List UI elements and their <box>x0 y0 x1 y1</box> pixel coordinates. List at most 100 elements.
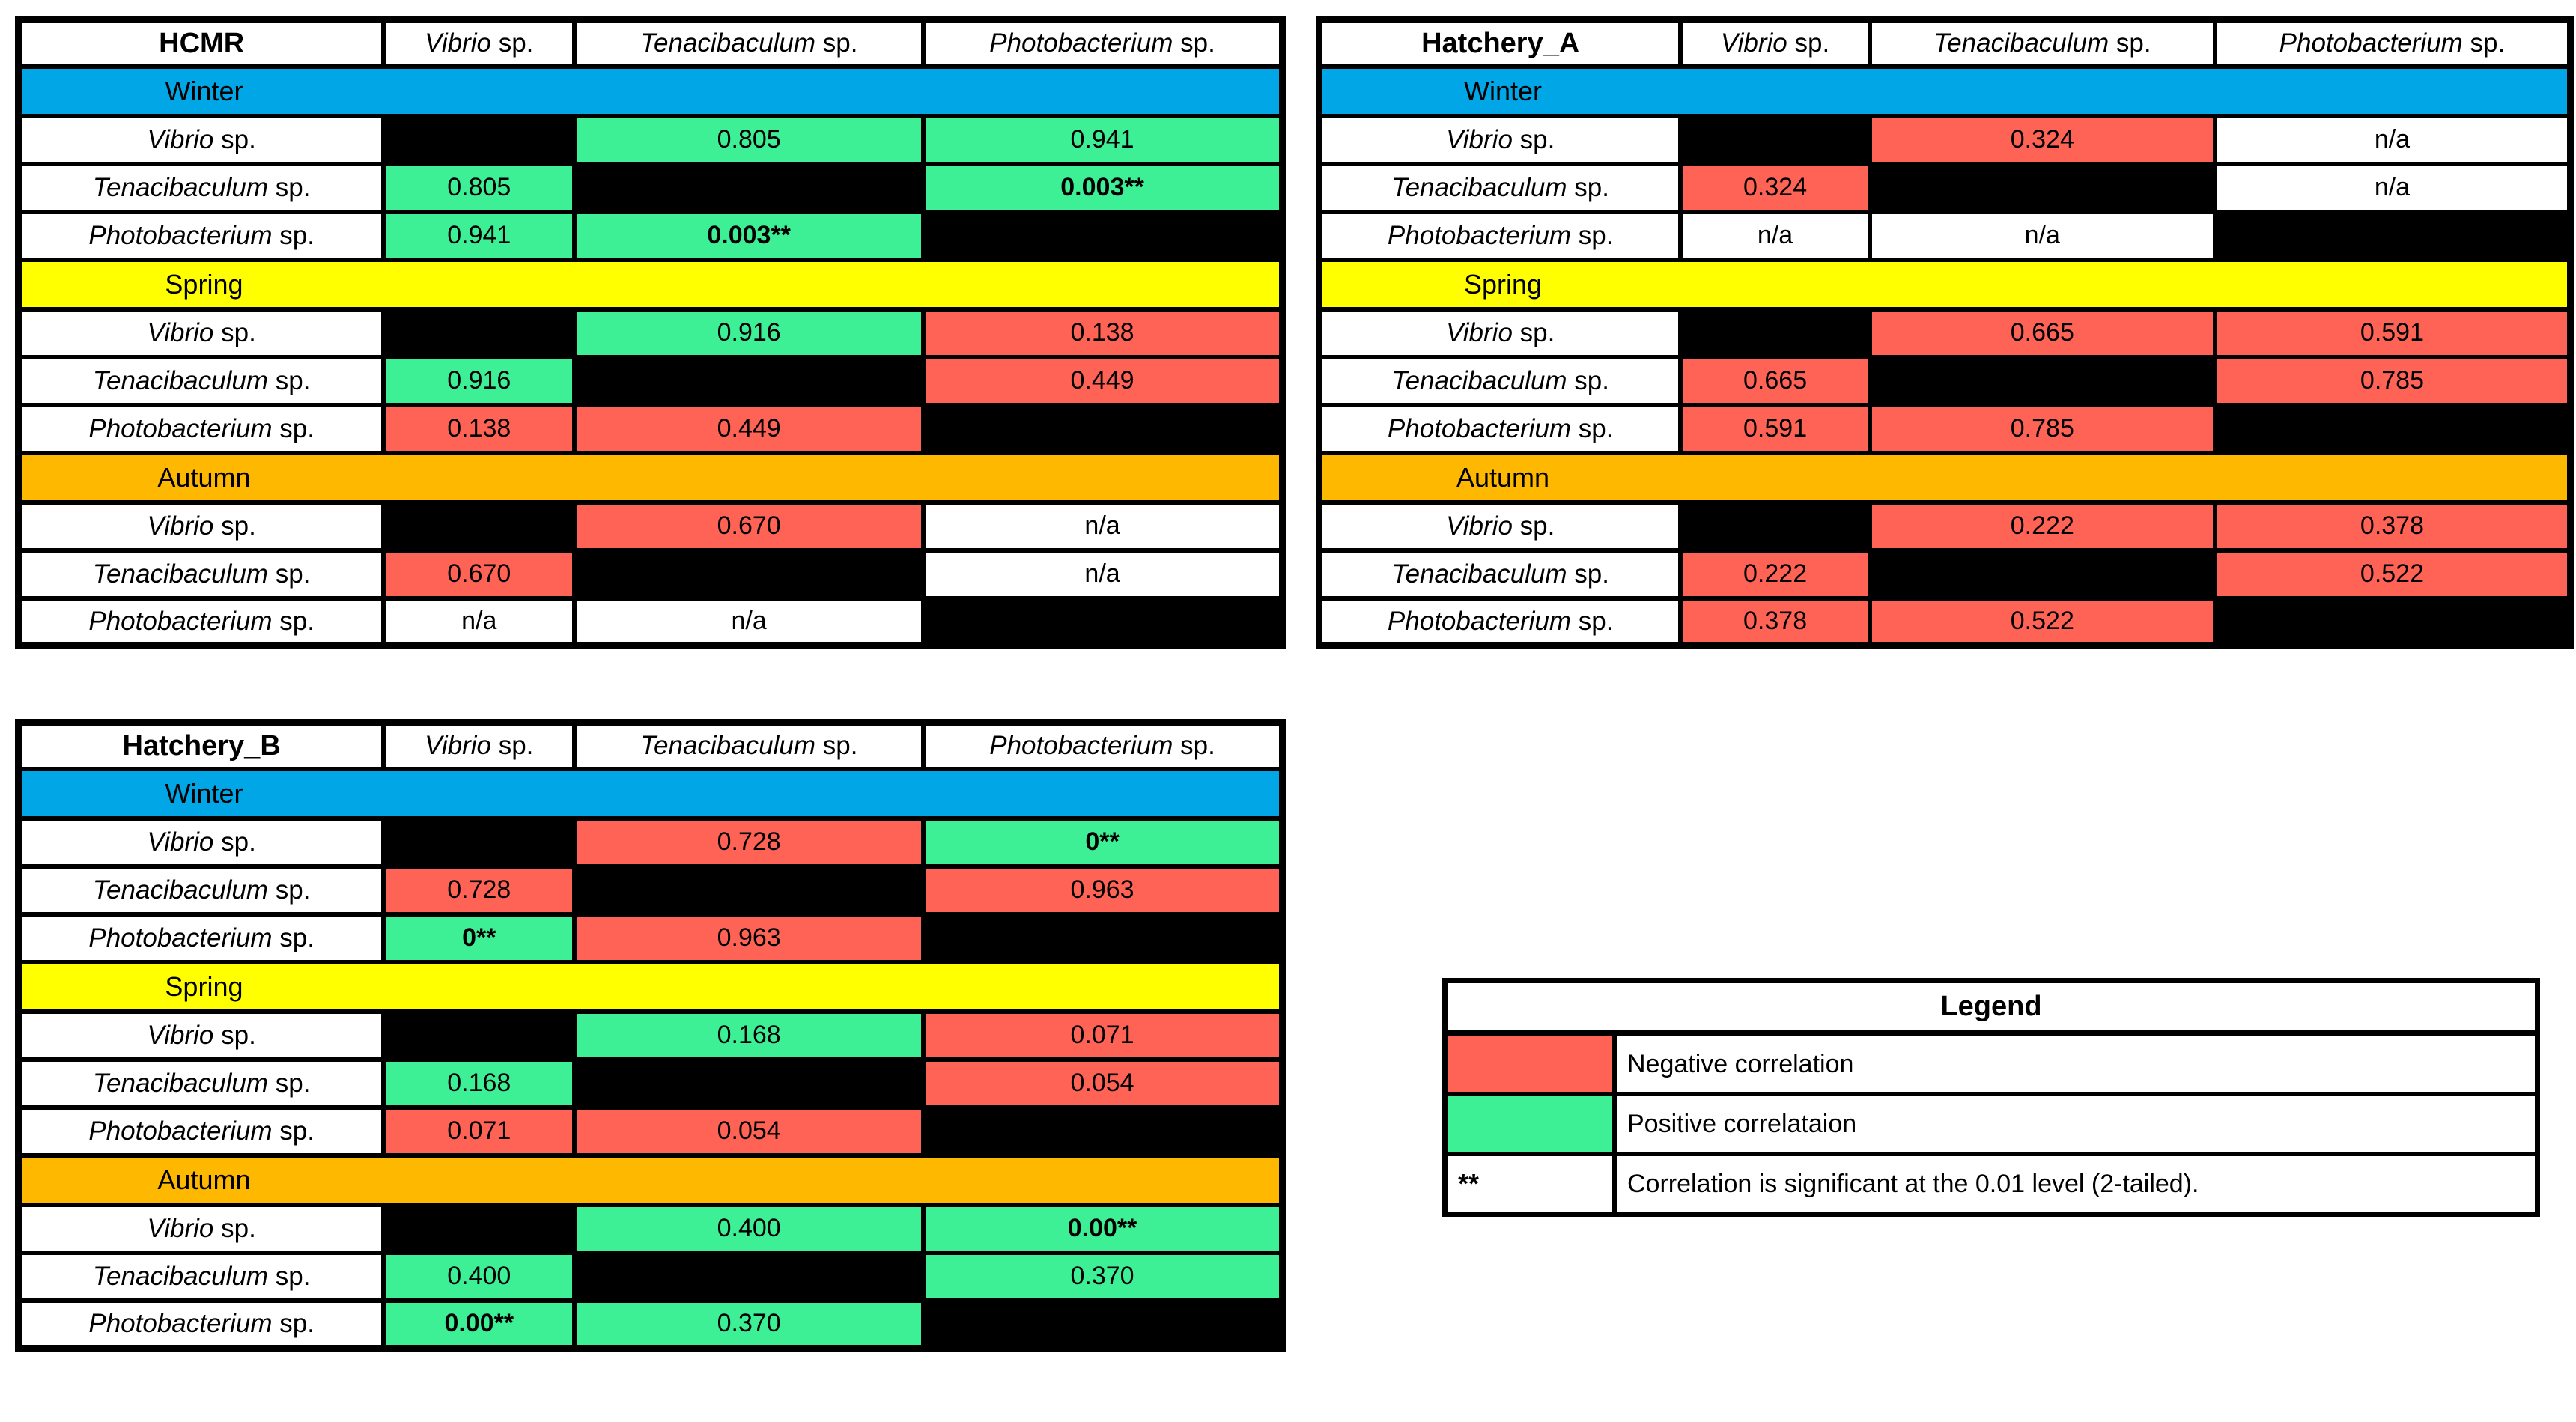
row-label-photobacterium: Photobacterium sp. <box>16 595 386 648</box>
row-label-vibrio: Vibrio sp. <box>16 499 386 553</box>
diagonal-cell <box>572 547 926 601</box>
data-row-photobacterium: Photobacterium sp. 0.071 0.054 <box>16 1105 1285 1158</box>
correlation-cell-photobacterium-tenacibaculum: 0.522 <box>1867 595 2217 648</box>
correlation-cell-tenacibaculum-vibrio: 0.670 <box>381 547 577 601</box>
correlation-cell-vibrio-tenacibaculum: 0.805 <box>572 113 926 166</box>
row-label-tenacibaculum: Tenacibaculum sp. <box>1316 547 1683 601</box>
diagonal-cell <box>2212 402 2573 455</box>
data-row-photobacterium: Photobacterium sp. 0.941 0.003** <box>16 209 1285 262</box>
correlation-cell-vibrio-tenacibaculum: 0.670 <box>572 499 926 553</box>
row-label-photobacterium: Photobacterium sp. <box>1316 595 1683 648</box>
season-row-winter: Winter <box>16 64 1285 118</box>
column-header-vibrio: Vibrio sp. <box>1678 17 1872 69</box>
row-label-vibrio: Vibrio sp. <box>16 306 386 359</box>
season-banner-winter: Winter <box>16 766 1285 821</box>
column-header-vibrio: Vibrio sp. <box>381 17 577 69</box>
diagonal-cell <box>381 1009 577 1062</box>
species-genus: Tenacibaculum <box>92 365 269 395</box>
data-row-tenacibaculum: Tenacibaculum sp. 0.168 0.054 <box>16 1057 1285 1110</box>
species-suffix: sp. <box>272 923 315 952</box>
column-header-vibrio: Vibrio sp. <box>381 720 577 771</box>
species-suffix: sp. <box>213 511 256 541</box>
correlation-table-hatchery_a: Hatchery_A Vibrio sp. Tenacibaculum sp. Pho… <box>1316 16 2574 649</box>
correlation-cell-tenacibaculum-vibrio: 0.222 <box>1678 547 1872 601</box>
data-row-tenacibaculum: Tenacibaculum sp. 0.324 n/a <box>1316 161 2573 214</box>
species-suffix: sp. <box>1571 413 1614 443</box>
correlation-cell-tenacibaculum-photobacterium: 0.054 <box>921 1057 1285 1110</box>
species-suffix: sp. <box>1512 317 1555 347</box>
diagonal-cell <box>1867 547 2217 601</box>
species-suffix: sp. <box>268 365 311 395</box>
season-row-winter: Winter <box>16 766 1285 821</box>
correlation-cell-tenacibaculum-photobacterium: 0.522 <box>2212 547 2573 601</box>
data-row-tenacibaculum: Tenacibaculum sp. 0.670 n/a <box>16 547 1285 601</box>
row-label-photobacterium: Photobacterium sp. <box>16 911 386 964</box>
season-label: Winter <box>165 777 243 809</box>
species-genus: Tenacibaculum <box>640 731 815 761</box>
species-suffix: sp. <box>1173 28 1215 58</box>
row-label-tenacibaculum: Tenacibaculum sp. <box>16 863 386 917</box>
correlation-cell-vibrio-photobacterium: 0.071 <box>921 1009 1285 1062</box>
correlation-cell-photobacterium-vibrio: 0.378 <box>1678 595 1872 648</box>
correlation-table-hcmr: HCMR Vibrio sp. Tenacibaculum sp. Photobact… <box>15 16 1286 649</box>
data-row-vibrio: Vibrio sp. 0.222 0.378 <box>1316 499 2573 553</box>
species-genus: Photobacterium <box>88 413 273 443</box>
table-slot-hcmr: HCMR Vibrio sp. Tenacibaculum sp. Photobact… <box>15 16 1286 649</box>
species-suffix: sp. <box>272 1308 315 1338</box>
diagonal-cell <box>572 863 926 917</box>
data-row-photobacterium: Photobacterium sp. 0** 0.963 <box>16 911 1285 964</box>
correlation-cell-tenacibaculum-vibrio: 0.400 <box>381 1250 577 1303</box>
diagonal-cell <box>1867 161 2217 214</box>
correlation-cell-photobacterium-tenacibaculum: 0.003** <box>572 209 926 262</box>
na-cell-photobacterium-vibrio: n/a <box>381 595 577 648</box>
species-suffix: sp. <box>2109 28 2151 58</box>
row-label-photobacterium: Photobacterium sp. <box>16 1298 386 1351</box>
correlation-cell-photobacterium-tenacibaculum: 0.785 <box>1867 402 2217 455</box>
diagonal-cell <box>1867 354 2217 407</box>
correlation-cell-photobacterium-vibrio: 0.941 <box>381 209 577 262</box>
species-suffix: sp. <box>815 28 858 58</box>
na-cell-photobacterium-tenacibaculum: n/a <box>572 595 926 648</box>
species-suffix: sp. <box>272 1116 315 1146</box>
data-row-photobacterium: Photobacterium sp. n/a n/a <box>1316 209 2573 262</box>
correlation-cell-tenacibaculum-photobacterium: 0.785 <box>2212 354 2573 407</box>
legend-label-1: Positive correlataion <box>1627 1109 1857 1138</box>
correlation-cell-tenacibaculum-photobacterium: 0.449 <box>921 354 1285 407</box>
species-suffix: sp. <box>213 1020 256 1050</box>
row-label-tenacibaculum: Tenacibaculum sp. <box>16 161 386 214</box>
diagonal-cell <box>1678 113 1872 166</box>
data-row-vibrio: Vibrio sp. 0.670 n/a <box>16 499 1285 553</box>
diagonal-cell <box>921 1298 1285 1351</box>
column-header-tenacibaculum: Tenacibaculum sp. <box>572 720 926 771</box>
species-genus: Photobacterium <box>88 923 273 952</box>
data-row-tenacibaculum: Tenacibaculum sp. 0.916 0.449 <box>16 354 1285 407</box>
row-label-vibrio: Vibrio sp. <box>1316 113 1683 166</box>
species-suffix: sp. <box>1787 28 1830 58</box>
legend: Legend Negative correlation Positive corr… <box>1442 978 2540 1217</box>
species-genus: Tenacibaculum <box>1933 28 2109 58</box>
data-row-vibrio: Vibrio sp. 0.324 n/a <box>1316 113 2573 166</box>
species-genus: Tenacibaculum <box>640 28 815 58</box>
season-banner-winter: Winter <box>1316 64 2573 118</box>
season-label: Autumn <box>157 1164 251 1195</box>
legend-label-0: Negative correlation <box>1627 1049 1854 1078</box>
row-label-vibrio: Vibrio sp. <box>1316 499 1683 553</box>
season-row-spring: Spring <box>1316 257 2573 312</box>
data-row-tenacibaculum: Tenacibaculum sp. 0.400 0.370 <box>16 1250 1285 1303</box>
species-genus: Tenacibaculum <box>92 875 269 905</box>
season-banner-spring: Spring <box>16 959 1285 1014</box>
data-row-photobacterium: Photobacterium sp. n/a n/a <box>16 595 1285 648</box>
species-genus: Tenacibaculum <box>1391 559 1567 589</box>
species-genus: Tenacibaculum <box>1391 365 1567 395</box>
header-row: HCMR Vibrio sp. Tenacibaculum sp. Photobact… <box>16 17 1285 69</box>
correlation-cell-photobacterium-vibrio: 0.071 <box>381 1105 577 1158</box>
correlation-cell-tenacibaculum-vibrio: 0.665 <box>1678 354 1872 407</box>
na-cell-tenacibaculum-photobacterium: n/a <box>921 547 1285 601</box>
species-suffix: sp. <box>213 124 256 154</box>
species-genus: Tenacibaculum <box>92 559 269 589</box>
species-suffix: sp. <box>2462 28 2506 58</box>
species-genus: Vibrio <box>425 28 491 58</box>
correlation-cell-photobacterium-tenacibaculum: 0.963 <box>572 911 926 964</box>
correlation-cell-photobacterium-tenacibaculum: 0.449 <box>572 402 926 455</box>
correlation-cell-vibrio-photobacterium: 0.378 <box>2212 499 2573 553</box>
